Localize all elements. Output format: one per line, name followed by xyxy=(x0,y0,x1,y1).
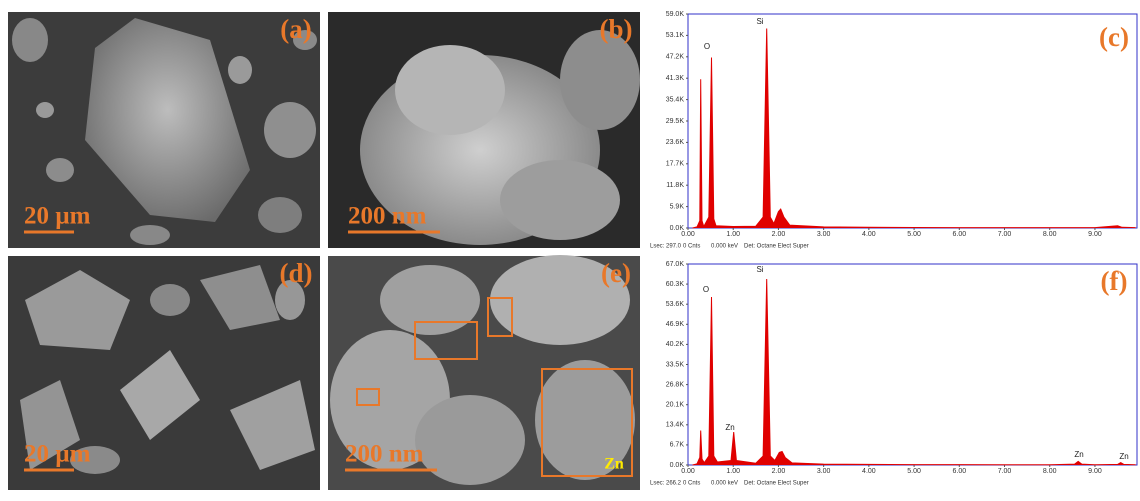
y-tick-label: 6.7K xyxy=(670,442,685,449)
peak-label: Zn xyxy=(1119,452,1128,461)
y-tick-label: 11.8K xyxy=(666,182,684,189)
element-label: Zn xyxy=(604,456,624,473)
y-tick-label: 33.5K xyxy=(666,361,685,368)
scale-bar-label: 200 nm xyxy=(345,441,424,468)
y-tick-label: 67.0K xyxy=(666,261,685,268)
panel-label: (a) xyxy=(280,14,311,44)
footer-text: Det: Octane Elect Super xyxy=(744,481,809,487)
y-tick-label: 23.6K xyxy=(666,139,685,146)
panel-label: (d) xyxy=(280,258,313,288)
y-tick-label: 47.2K xyxy=(666,54,685,61)
x-tick-label: 2.00 xyxy=(772,468,786,475)
plot-area xyxy=(687,263,1138,466)
x-tick-label: 2.00 xyxy=(772,231,786,238)
footer-text: 0 Cnts xyxy=(683,244,700,250)
sem-image-e xyxy=(328,255,640,490)
peak-label: Si xyxy=(756,265,763,274)
y-tick-label: 53.6K xyxy=(666,301,685,308)
y-tick-label: 60.3K xyxy=(666,281,685,288)
y-tick-label: 35.4K xyxy=(666,96,685,103)
spectrum xyxy=(692,28,1136,229)
footer-text: Lsec: 297.0 xyxy=(650,244,682,250)
peak-label: O xyxy=(704,42,710,51)
y-tick-label: 26.8K xyxy=(666,381,685,388)
plot-area xyxy=(687,13,1138,229)
x-tick-label: 9.00 xyxy=(1088,468,1102,475)
x-tick-label: 5.00 xyxy=(907,231,921,238)
x-tick-label: 7.00 xyxy=(998,468,1012,475)
y-tick-label: 29.5K xyxy=(666,118,685,125)
spectrum xyxy=(692,278,1136,466)
y-tick-label: 5.9K xyxy=(670,203,685,210)
panel-label: (c) xyxy=(1099,22,1129,52)
x-tick-label: 0.00 xyxy=(681,468,695,475)
y-tick-label: 20.1K xyxy=(666,402,685,409)
x-tick-label: 7.00 xyxy=(998,231,1012,238)
x-tick-label: 9.00 xyxy=(1088,231,1102,238)
x-tick-label: 8.00 xyxy=(1043,468,1057,475)
x-tick-label: 4.00 xyxy=(862,231,876,238)
y-tick-label: 53.1K xyxy=(666,32,685,39)
y-tick-label: 46.9K xyxy=(666,321,685,328)
footer-text: Det: Octane Elect Super xyxy=(744,244,809,250)
y-tick-label: 13.4K xyxy=(666,422,685,429)
y-tick-label: 59.0K xyxy=(666,11,685,18)
panel-label: (b) xyxy=(600,14,633,44)
scale-bar-label: 20 µm xyxy=(24,441,91,468)
x-tick-label: 0.00 xyxy=(681,231,695,238)
x-tick-label: 5.00 xyxy=(907,468,921,475)
peak-label: Zn xyxy=(725,423,734,432)
y-tick-label: 40.2K xyxy=(666,341,685,348)
footer-text: Lsec: 266.2 xyxy=(650,481,682,487)
peak-label: Si xyxy=(756,17,763,26)
x-tick-label: 1.00 xyxy=(726,468,740,475)
sem-image-d xyxy=(8,256,320,490)
footer-text: 0.000 keV xyxy=(711,481,738,487)
peak-label: O xyxy=(703,285,709,294)
y-tick-label: 0.0K xyxy=(670,462,685,469)
x-tick-label: 3.00 xyxy=(817,231,831,238)
footer-text: 0 Cnts xyxy=(683,481,700,487)
peak-label: Zn xyxy=(1074,450,1083,459)
x-tick-label: 1.00 xyxy=(726,231,740,238)
sem-image-b xyxy=(328,12,640,248)
y-tick-label: 41.3K xyxy=(666,75,685,82)
x-tick-label: 8.00 xyxy=(1043,231,1057,238)
x-tick-label: 6.00 xyxy=(952,231,966,238)
x-tick-label: 6.00 xyxy=(952,468,966,475)
sem-image-a xyxy=(8,12,320,248)
x-tick-label: 4.00 xyxy=(862,468,876,475)
panel-label: (f) xyxy=(1101,266,1128,296)
scale-bar-label: 200 nm xyxy=(348,203,427,230)
panel-label: (e) xyxy=(601,258,631,288)
y-tick-label: 17.7K xyxy=(666,161,685,168)
footer-text: 0.000 keV xyxy=(711,244,738,250)
y-tick-label: 0.0K xyxy=(670,225,685,232)
x-tick-label: 3.00 xyxy=(817,468,831,475)
scale-bar-label: 20 µm xyxy=(24,203,91,230)
